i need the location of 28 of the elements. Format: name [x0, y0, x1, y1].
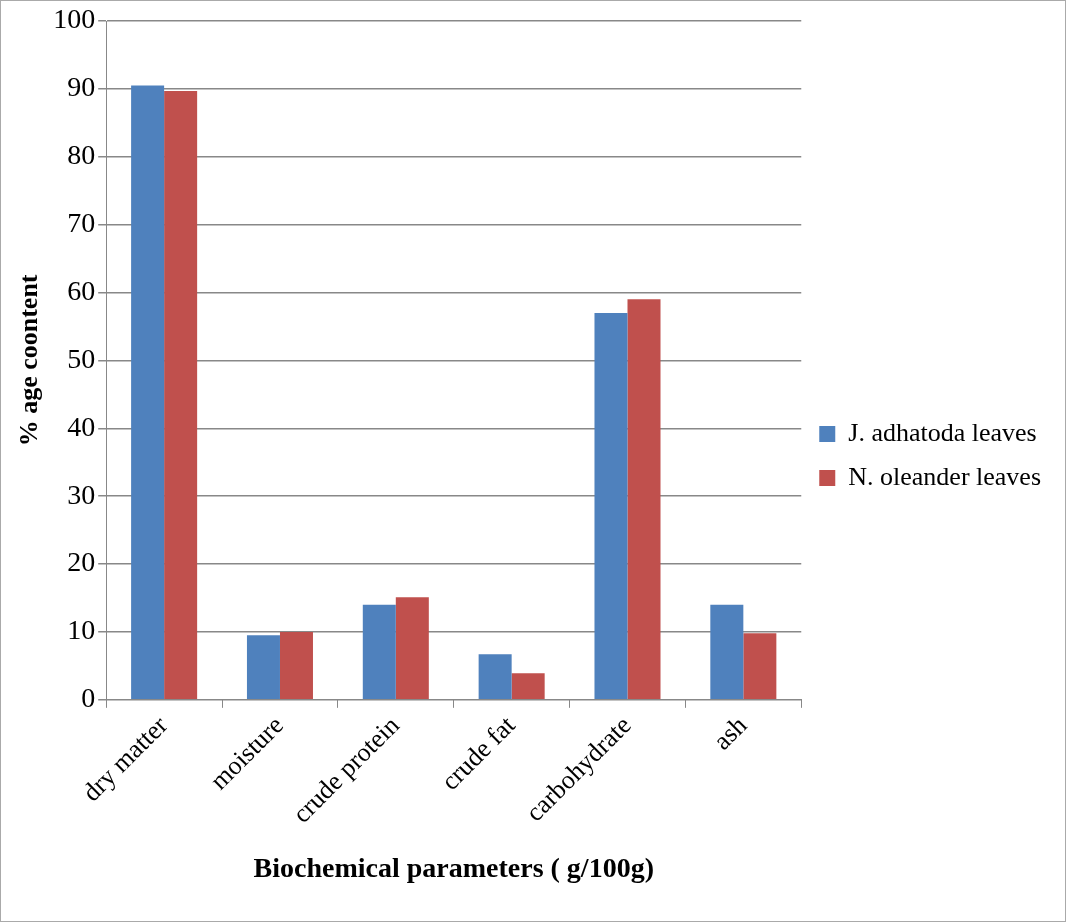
y-tick-label: 60 — [67, 274, 96, 306]
bar — [246, 635, 280, 700]
y-tick-label: 70 — [67, 207, 96, 239]
y-tick-label: 40 — [67, 410, 96, 442]
x-tick-label: ash — [707, 710, 753, 756]
bar — [131, 85, 165, 700]
bar — [279, 631, 313, 700]
legend-label: N. oleander leaves — [848, 461, 1042, 491]
bar — [743, 633, 777, 700]
y-tick-label: 10 — [67, 614, 96, 646]
y-tick-label: 50 — [67, 342, 96, 374]
bar — [710, 604, 744, 700]
y-tick-label: 90 — [67, 71, 96, 103]
bar — [511, 673, 545, 700]
y-tick-label: 30 — [67, 478, 96, 510]
y-tick-label: 20 — [67, 546, 96, 578]
bar — [478, 654, 512, 700]
y-tick-label: 100 — [53, 3, 96, 35]
bar — [395, 597, 429, 700]
legend-label: J. adhatoda leaves — [848, 417, 1037, 447]
x-axis-title: Biochemical parameters ( g/100g) — [253, 852, 654, 884]
y-tick-label: 80 — [67, 139, 96, 171]
y-axis-title: % age coontent — [14, 274, 44, 447]
bar — [627, 299, 661, 700]
bar — [362, 604, 396, 700]
bar — [164, 90, 198, 700]
y-tick-label: 0 — [81, 682, 96, 714]
bar — [594, 312, 628, 700]
